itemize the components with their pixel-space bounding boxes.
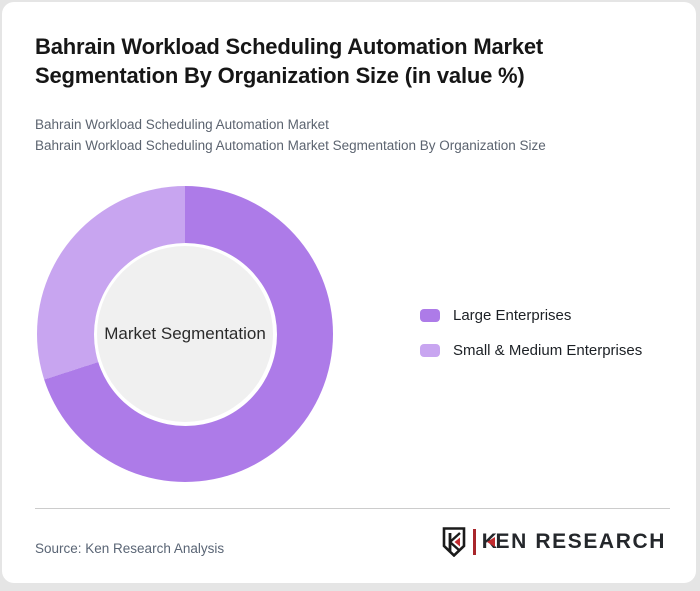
chart-title: Bahrain Workload Scheduling Automation M…	[35, 34, 544, 88]
chart-subtitle: Bahrain Workload Scheduling Automation M…	[35, 115, 675, 156]
ken-research-logo: K EN RESEARCH	[442, 526, 666, 558]
legend-item-large-enterprises[interactable]: Large Enterprises	[420, 305, 642, 325]
donut-center-label: Market Segmentation	[104, 324, 266, 343]
footer-divider	[35, 508, 670, 509]
logo-wordmark: K EN RESEARCH	[481, 530, 666, 553]
subtitle-line-1: Bahrain Workload Scheduling Automation M…	[35, 117, 329, 132]
legend-item-small-medium-enterprises[interactable]: Small & Medium Enterprises	[420, 340, 642, 360]
subtitle-line-2: Bahrain Workload Scheduling Automation M…	[35, 137, 546, 153]
legend-label: Large Enterprises	[453, 306, 572, 324]
donut-chart[interactable]: Market Segmentation	[37, 186, 333, 482]
chart-card: Bahrain Workload Scheduling Automation M…	[2, 2, 696, 583]
legend-swatch-icon	[420, 308, 440, 322]
chart-legend: Large Enterprises Small & Medium Enterpr…	[420, 305, 642, 375]
source-text: Source: Ken Research Analysis	[35, 541, 225, 556]
logo-k-triangle-icon	[486, 537, 495, 547]
legend-swatch-icon	[420, 343, 440, 357]
donut-center-circle: Market Segmentation	[97, 246, 273, 422]
legend-label: Small & Medium Enterprises	[453, 341, 643, 359]
logo-divider-bar	[472, 529, 476, 555]
shield-k-icon	[442, 527, 466, 557]
